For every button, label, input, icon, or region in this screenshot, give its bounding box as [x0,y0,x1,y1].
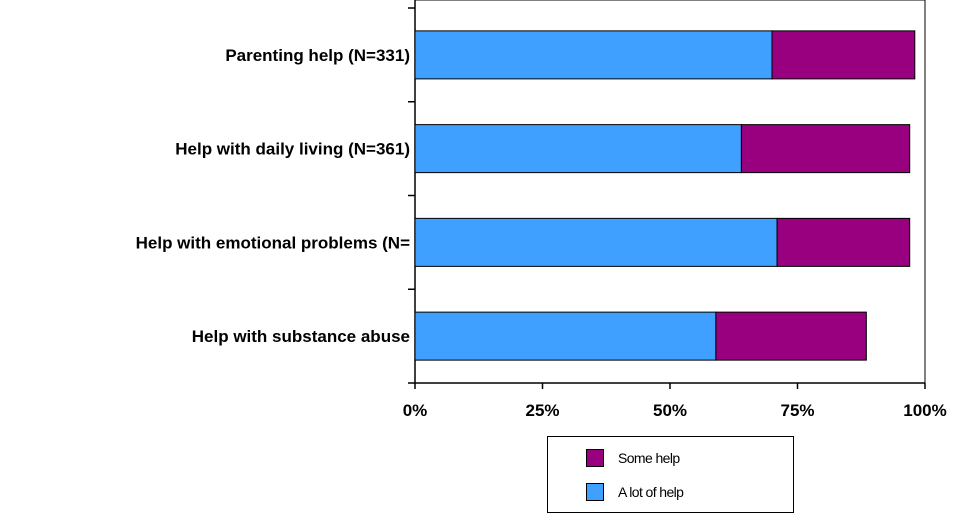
legend-label-a-lot-of-help: A lot of help [618,484,684,500]
legend-swatch-a-lot-of-help [586,483,604,501]
legend-label-some-help: Some help [618,450,680,466]
bar-a-lot-of-help-1 [414,30,773,80]
legend-swatch-some-help [586,449,604,467]
category-label-2: Help with daily living (N=361) [175,140,410,159]
bar-a-lot-of-help-3 [414,217,778,267]
x-tick-label-2: 25% [525,401,559,420]
stacked-bar-chart: Parenting help (N=331) Help with daily li… [136,0,947,420]
bar-a-lot-of-help-4 [414,311,717,361]
bar-some-help-3 [776,217,911,267]
bar-some-help-1 [771,30,916,80]
bar-some-help-2 [740,124,911,174]
category-label-3: Help with emotional problems (N= [136,233,410,252]
x-tick-label-5: 100% [903,401,946,420]
bar-some-help-4 [715,311,867,361]
legend-item-a-lot-of-help: A lot of help [586,483,684,501]
bar-a-lot-of-help-2 [414,124,742,174]
legend-item-some-help: Some help [586,449,680,467]
category-label-1: Parenting help (N=331) [225,46,410,65]
legend: Some help A lot of help [547,436,794,513]
x-tick-label-3: 50% [653,401,687,420]
plot-area: Parenting help (N=331) Help with daily li… [136,0,947,420]
x-tick-label-1: 0% [403,401,428,420]
category-label-4: Help with substance abuse [192,327,410,346]
x-tick-label-4: 75% [780,401,814,420]
